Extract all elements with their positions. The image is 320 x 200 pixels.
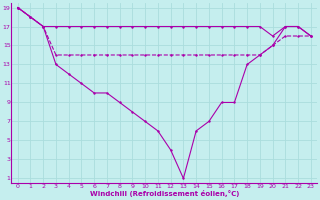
X-axis label: Windchill (Refroidissement éolien,°C): Windchill (Refroidissement éolien,°C): [90, 190, 239, 197]
